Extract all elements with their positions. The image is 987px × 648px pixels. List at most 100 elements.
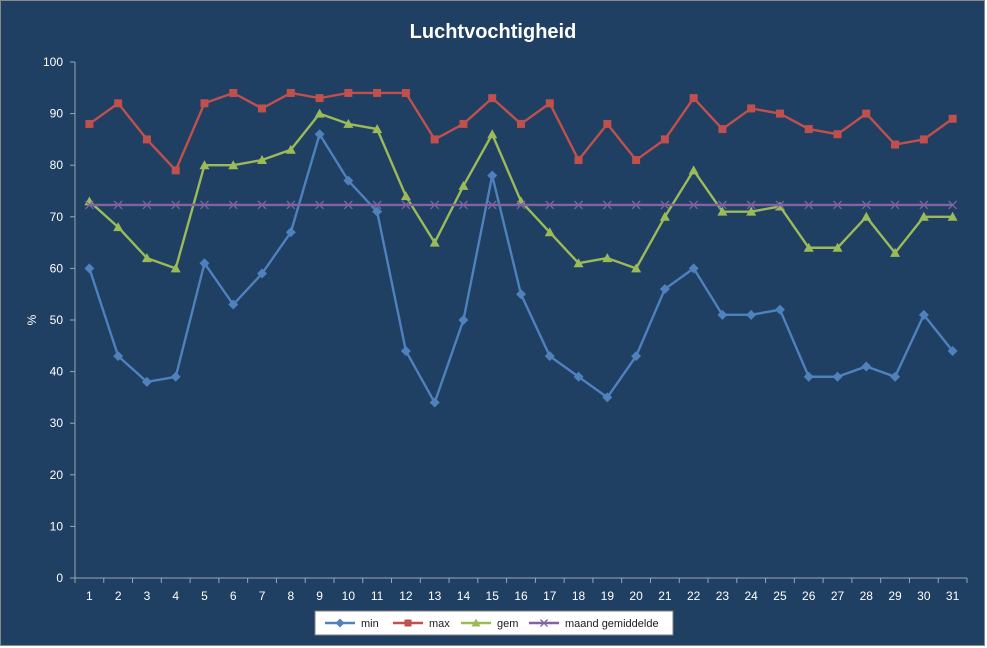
series-layer xyxy=(84,88,958,408)
data-point-max xyxy=(804,125,813,134)
x-tick-label: 6 xyxy=(230,589,237,603)
data-point-gem xyxy=(458,180,469,190)
data-point-gem xyxy=(717,206,728,216)
data-point-max xyxy=(718,125,727,134)
data-point-maand-gemiddelde xyxy=(919,200,929,210)
data-point-max xyxy=(891,140,900,149)
data-point-gem xyxy=(170,263,181,273)
x-tick-label: 19 xyxy=(601,589,615,603)
data-point-min xyxy=(228,299,239,310)
data-point-max xyxy=(258,104,267,113)
y-tick-label: 0 xyxy=(56,571,63,585)
data-point-min xyxy=(602,392,613,403)
data-point-max xyxy=(430,135,439,144)
data-point-min xyxy=(544,351,555,362)
x-tick-label: 26 xyxy=(802,589,816,603)
data-point-min xyxy=(918,309,929,320)
x-tick-label: 31 xyxy=(946,589,960,603)
x-tick-label: 13 xyxy=(428,589,442,603)
data-point-maand-gemiddelde xyxy=(401,200,411,210)
data-point-max xyxy=(142,135,151,144)
data-point-max xyxy=(862,109,871,118)
x-tick-label: 24 xyxy=(745,589,759,603)
y-tick-label: 70 xyxy=(50,210,64,224)
y-tick-label: 50 xyxy=(50,313,64,327)
data-point-gem xyxy=(429,237,440,247)
data-point-gem xyxy=(314,108,325,118)
data-point-max xyxy=(459,119,468,128)
x-tick-label: 11 xyxy=(371,589,384,603)
chart-title: Luchtvochtigheid xyxy=(410,21,577,43)
data-point-min xyxy=(372,206,383,217)
y-tick-label: 60 xyxy=(50,261,64,275)
data-point-min xyxy=(458,315,469,325)
data-point-min xyxy=(170,371,181,382)
data-point-gem xyxy=(746,206,757,216)
data-point-min xyxy=(631,351,642,362)
axes xyxy=(74,62,967,579)
x-tick-label: 8 xyxy=(287,589,294,603)
data-point-maand-gemiddelde xyxy=(660,200,670,210)
data-point-max xyxy=(747,104,756,113)
y-tick-label: 30 xyxy=(50,416,64,430)
data-point-gem xyxy=(832,242,843,252)
data-point-max xyxy=(401,88,410,97)
data-point-max xyxy=(200,99,209,108)
data-point-gem xyxy=(861,211,872,221)
data-point-min xyxy=(803,371,814,382)
data-point-maand-gemiddelde xyxy=(516,200,526,210)
data-point-min xyxy=(659,284,670,295)
legend-label-max: max xyxy=(429,618,450,630)
data-point-gem xyxy=(372,124,383,134)
legend-item-max: max xyxy=(393,618,450,630)
data-point-max xyxy=(517,119,525,128)
series-line-min xyxy=(88,133,954,404)
data-point-min xyxy=(717,309,728,320)
data-point-maand-gemiddelde xyxy=(315,200,325,210)
legend-marker-min xyxy=(335,618,345,628)
x-tick-label: 27 xyxy=(831,589,845,603)
y-tick-label: 80 xyxy=(50,158,64,172)
data-point-maand-gemiddelde xyxy=(200,200,209,210)
data-point-min xyxy=(285,227,296,238)
data-point-gem xyxy=(918,211,929,221)
x-tick-label: 18 xyxy=(572,589,586,603)
y-tick-label: 10 xyxy=(50,519,64,533)
data-point-maand-gemiddelde xyxy=(746,200,756,210)
data-point-gem xyxy=(400,191,411,201)
data-point-max xyxy=(833,130,842,139)
data-point-min xyxy=(487,170,498,181)
data-point-max xyxy=(545,99,554,108)
data-point-gem xyxy=(573,258,584,268)
data-point-gem xyxy=(285,144,296,154)
data-point-max xyxy=(948,114,957,123)
data-point-gem xyxy=(947,211,958,221)
data-point-gem xyxy=(602,253,613,263)
data-point-max xyxy=(229,88,238,97)
data-point-maand-gemiddelde xyxy=(890,200,900,210)
series-line-gem xyxy=(88,112,953,270)
x-tick-label: 12 xyxy=(399,589,413,603)
data-point-max xyxy=(315,94,324,103)
data-point-max xyxy=(373,88,382,97)
data-point-maand-gemiddelde xyxy=(689,200,699,210)
data-point-max xyxy=(574,156,583,165)
data-point-gem xyxy=(890,247,901,257)
data-point-maand-gemiddelde xyxy=(142,200,152,210)
x-tick-label: 28 xyxy=(860,589,874,603)
legend: min max gem maand gemiddelde xyxy=(314,610,674,636)
legend-item-gem: gem xyxy=(461,618,518,630)
data-point-min xyxy=(400,345,411,356)
x-tick-label: 14 xyxy=(457,589,471,603)
data-point-max xyxy=(689,94,698,103)
y-tick-label: 20 xyxy=(50,468,64,482)
x-tick-label: 30 xyxy=(917,589,931,603)
data-point-min xyxy=(774,304,785,315)
data-point-min xyxy=(832,371,843,382)
data-point-maand-gemiddelde xyxy=(717,200,727,210)
data-point-min xyxy=(343,175,354,186)
data-point-gem xyxy=(688,165,699,175)
x-tick-label: 21 xyxy=(658,589,672,603)
data-point-maand-gemiddelde xyxy=(545,200,555,210)
y-tick-label: 40 xyxy=(50,365,64,379)
